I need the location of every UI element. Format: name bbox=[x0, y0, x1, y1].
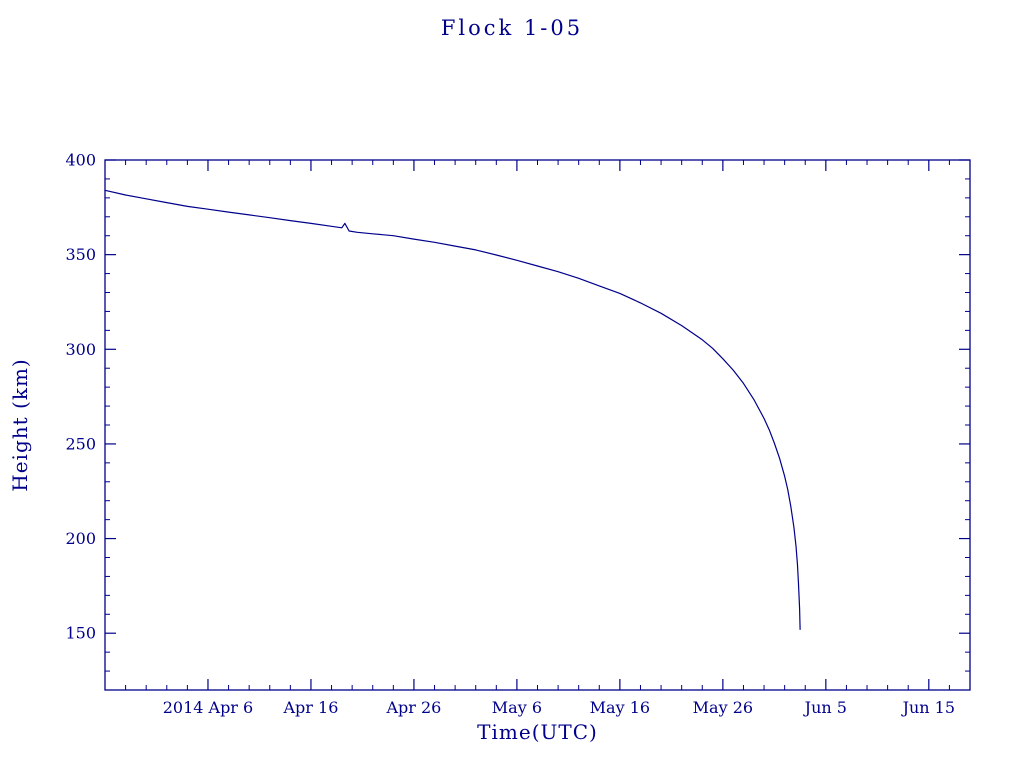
x-tick-label: 2014 Apr 6 bbox=[163, 698, 254, 717]
x-axis-label: Time(UTC) bbox=[477, 720, 598, 744]
x-tick-label: Apr 16 bbox=[283, 698, 339, 717]
y-tick-label: 300 bbox=[65, 340, 96, 359]
y-tick-label: 200 bbox=[65, 529, 96, 548]
x-tick-label: Jun 15 bbox=[901, 698, 955, 717]
y-tick-label: 150 bbox=[65, 624, 96, 643]
x-tick-label: Jun 5 bbox=[803, 698, 847, 717]
y-tick-label: 400 bbox=[65, 151, 96, 170]
plot-frame bbox=[104, 159, 971, 691]
y-tick-label: 250 bbox=[65, 434, 96, 453]
decay-curve bbox=[104, 189, 801, 630]
x-tick-label: May 26 bbox=[693, 698, 753, 717]
y-tick-label: 350 bbox=[65, 245, 96, 264]
x-tick-label: May 6 bbox=[492, 698, 542, 717]
chart-title: Flock 1-05 bbox=[440, 16, 584, 40]
x-tick-label: May 16 bbox=[590, 698, 650, 717]
x-tick-label: Apr 26 bbox=[385, 698, 441, 717]
